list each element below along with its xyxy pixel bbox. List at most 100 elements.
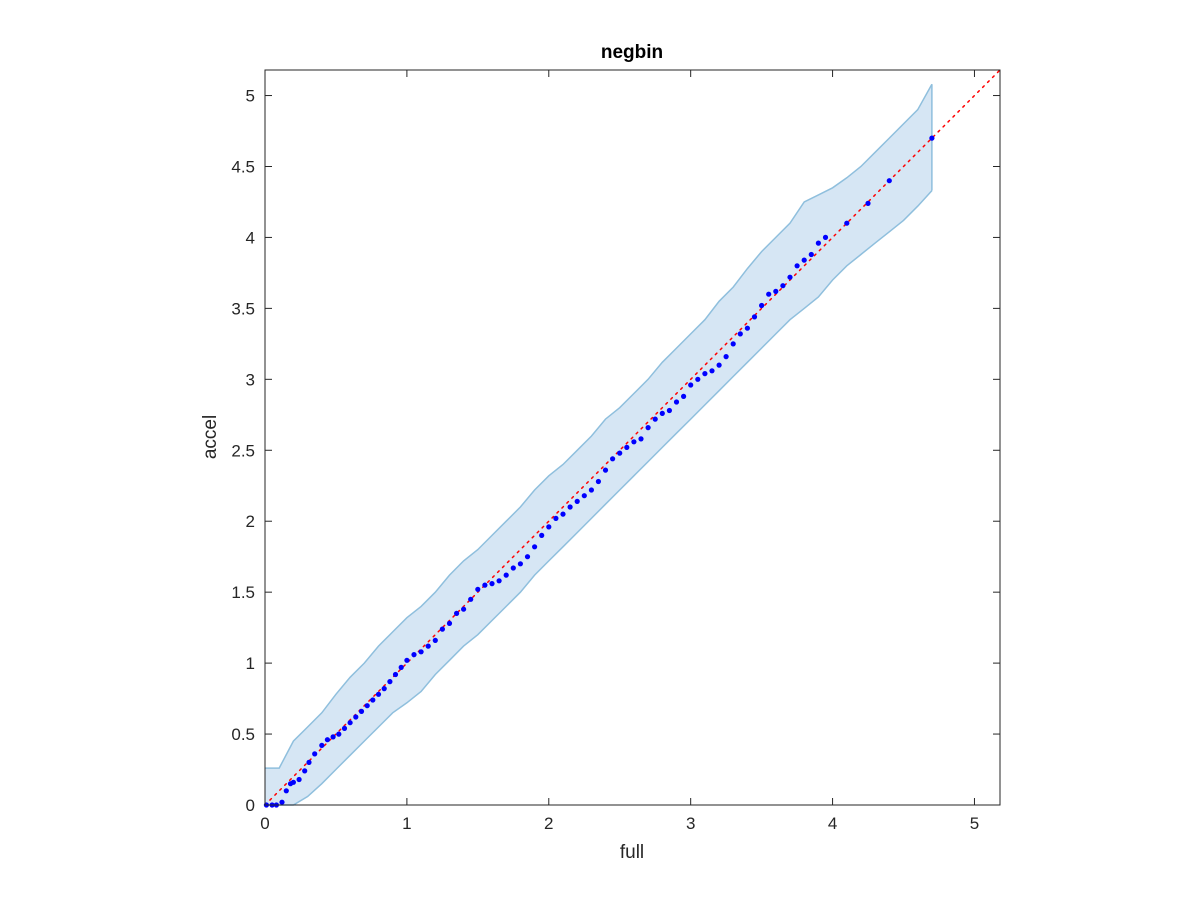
data-point <box>886 178 892 184</box>
data-point <box>503 572 509 578</box>
data-point <box>312 751 318 757</box>
data-point <box>744 325 751 331</box>
data-point <box>524 554 531 560</box>
data-point <box>319 742 325 749</box>
data-point <box>279 799 285 805</box>
data-point <box>302 768 308 774</box>
data-point <box>330 734 336 740</box>
y-tick-label: 4 <box>246 228 255 247</box>
data-point <box>496 578 502 584</box>
data-point <box>489 581 495 587</box>
x-tick-label: 1 <box>402 814 411 833</box>
data-point <box>398 664 404 671</box>
data-point <box>475 586 481 592</box>
data-point <box>418 649 424 655</box>
data-point <box>801 257 807 263</box>
x-tick-label: 4 <box>828 814 837 833</box>
data-point <box>602 467 609 473</box>
data-point <box>737 331 743 337</box>
data-point <box>808 251 814 258</box>
y-tick-label: 1.5 <box>231 583 255 602</box>
data-point <box>759 302 765 309</box>
data-point <box>794 263 800 269</box>
data-point <box>567 504 573 510</box>
axes-box <box>264 69 1001 806</box>
data-point <box>411 652 417 658</box>
data-point <box>588 487 595 493</box>
data-point <box>461 606 467 612</box>
y-tick-label: 1 <box>246 654 255 673</box>
data-point <box>688 382 694 388</box>
data-point <box>659 410 665 416</box>
data-point <box>510 565 516 571</box>
data-point <box>553 515 559 522</box>
confidence-band-layer <box>265 83 933 806</box>
data-point <box>631 439 637 445</box>
data-point <box>815 240 822 246</box>
data-point <box>787 274 793 280</box>
y-tick-label: 0 <box>246 796 255 815</box>
data-point <box>439 626 445 632</box>
data-point <box>296 776 302 783</box>
ticks-layer <box>264 70 1000 806</box>
data-point <box>392 671 399 678</box>
data-point <box>822 234 829 240</box>
data-point <box>425 643 431 649</box>
y-tick-label: 0.5 <box>231 725 255 744</box>
data-point <box>446 620 453 627</box>
data-point <box>666 407 673 414</box>
data-point <box>387 679 393 685</box>
data-point <box>532 544 538 550</box>
confidence-band-upper <box>265 83 933 769</box>
reference-line-layer <box>264 69 1001 806</box>
data-point <box>404 657 410 663</box>
data-point <box>468 596 474 602</box>
data-point <box>341 725 348 732</box>
data-point <box>358 708 365 715</box>
data-point <box>364 703 370 709</box>
data-point <box>929 135 935 141</box>
data-point <box>595 478 602 485</box>
data-point <box>681 393 687 399</box>
data-point <box>695 376 701 382</box>
y-tick-label: 3.5 <box>231 299 255 318</box>
data-point <box>336 731 342 737</box>
confidence-band-fill <box>265 84 932 805</box>
data-point <box>773 288 779 294</box>
data-point <box>539 532 545 539</box>
data-point <box>645 425 651 431</box>
y-axis-label: accel <box>200 415 221 459</box>
data-point <box>624 444 630 450</box>
x-tick-label: 0 <box>260 814 269 833</box>
confidence-band-lower <box>265 190 933 806</box>
data-point <box>638 436 644 442</box>
data-point <box>546 524 552 530</box>
chart-title: negbin <box>601 42 663 63</box>
data-point <box>766 291 772 297</box>
data-point <box>432 637 438 644</box>
data-point <box>723 354 729 360</box>
data-point <box>560 511 566 517</box>
data-point <box>353 714 359 720</box>
data-point <box>347 720 353 726</box>
x-tick-label: 5 <box>970 814 979 833</box>
x-tick-label: 3 <box>686 814 695 833</box>
data-point <box>617 450 623 456</box>
reference-line <box>264 69 1001 806</box>
data-point <box>283 788 289 794</box>
data-point <box>517 561 524 567</box>
data-point <box>673 399 680 405</box>
y-tick-label: 4.5 <box>231 157 255 176</box>
data-point <box>865 200 871 206</box>
data-point <box>610 456 616 462</box>
data-point <box>381 686 387 692</box>
data-points-layer <box>263 135 935 808</box>
data-point <box>581 493 587 499</box>
data-point <box>844 220 850 226</box>
y-tick-label: 5 <box>246 87 255 106</box>
data-point <box>454 610 460 617</box>
data-point <box>709 368 715 374</box>
data-point <box>290 779 296 785</box>
